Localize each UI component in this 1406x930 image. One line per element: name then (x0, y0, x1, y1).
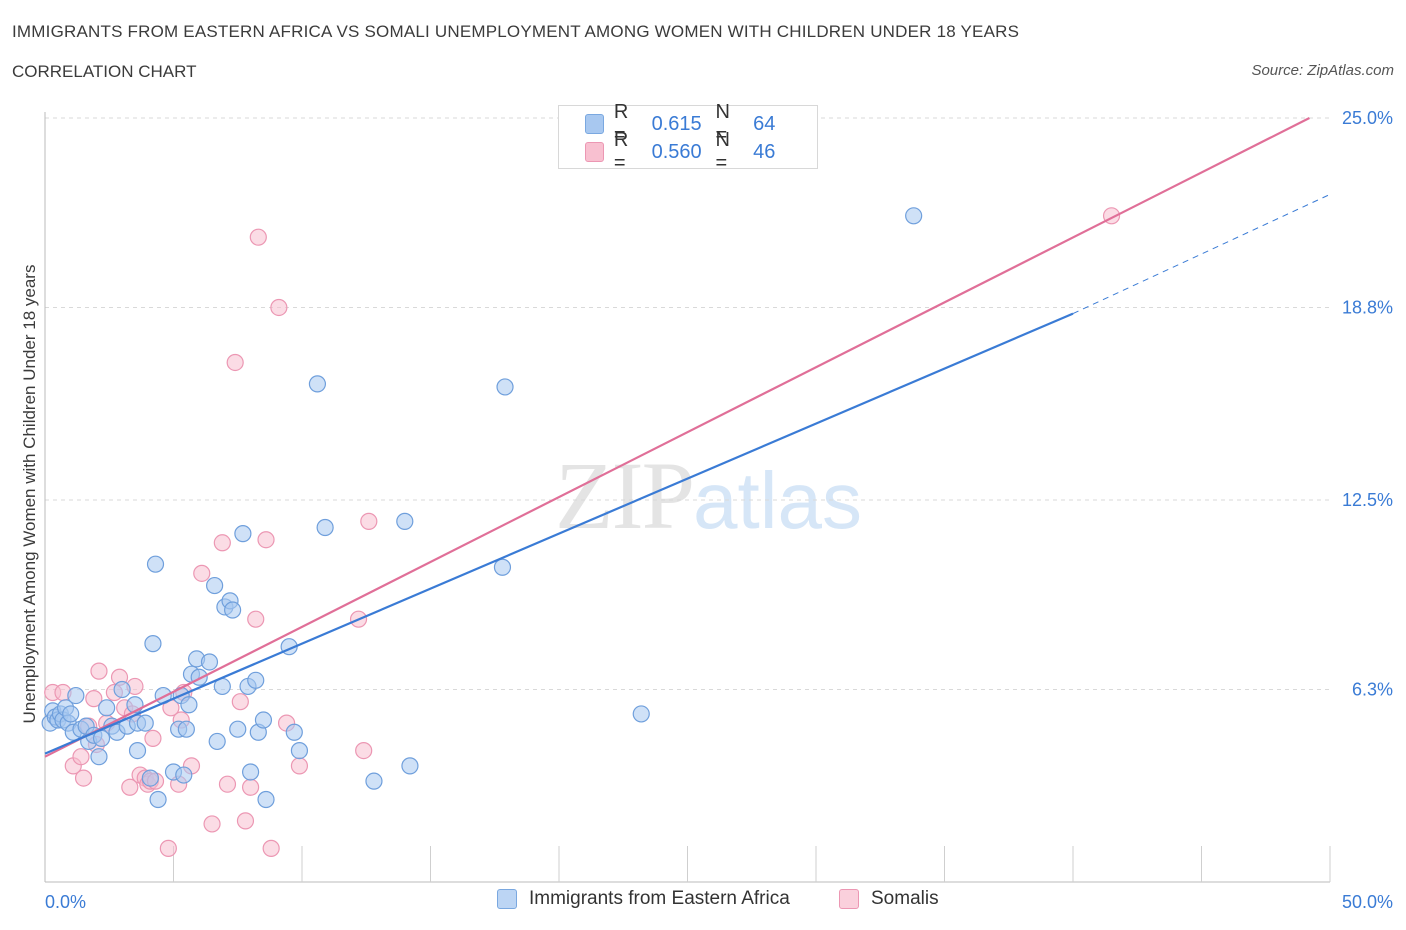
eastern-africa-point (208, 732, 226, 751)
eastern-africa-point (365, 772, 383, 790)
legend-n-value: 64 (753, 112, 776, 135)
y-tick-label: 12.5% (1342, 490, 1393, 510)
eastern-africa-points (41, 207, 923, 809)
somalis-point (270, 298, 288, 317)
eastern-africa-point (496, 378, 514, 396)
eastern-africa-point (98, 699, 116, 717)
somalis-point (74, 769, 93, 787)
somalis-point (226, 353, 244, 372)
tick-labels: 6.3% 12.5% 18.8% 25.0% 0.0% 50.0% (45, 108, 1393, 912)
y-tick-label: 25.0% (1342, 108, 1393, 128)
eastern-africa-point (175, 766, 193, 784)
eastern-africa-point (632, 705, 650, 723)
somalis-point (90, 662, 108, 680)
series-legend: Immigrants from Eastern Africa Somalis (0, 888, 1406, 916)
watermark-atlas: atlas (693, 456, 862, 545)
somalis-point (193, 564, 211, 582)
legend-n-label: N = (715, 101, 730, 146)
legend-swatch-pink (585, 142, 604, 162)
eastern-africa-point (242, 763, 260, 781)
eastern-africa-point (905, 207, 923, 225)
chart-title: IMMIGRANTS FROM EASTERN AFRICA VS SOMALI… (12, 22, 1020, 41)
eastern-africa-trend-extension (1072, 193, 1331, 315)
somalis-point (231, 693, 249, 711)
eastern-africa-point (90, 748, 108, 766)
eastern-africa-point (247, 671, 265, 689)
legend-row-eastern-africa: R = 0.615 N = 64 (585, 101, 817, 146)
somalis-point (262, 839, 280, 857)
somalis-point (249, 228, 267, 246)
eastern-africa-point (229, 720, 247, 738)
axes (44, 112, 1331, 883)
y-tick-label: 18.8% (1342, 297, 1393, 317)
legend-swatch-pink (839, 889, 859, 909)
somalis-point (242, 778, 260, 796)
eastern-africa-point (224, 601, 242, 619)
eastern-africa-point (62, 705, 80, 723)
eastern-africa-point (149, 790, 167, 809)
somalis-point (144, 729, 162, 747)
legend-r-label: R = (613, 101, 629, 146)
eastern-africa-point (177, 720, 195, 738)
eastern-africa-point (136, 714, 154, 732)
somalis-point (290, 757, 309, 775)
eastern-africa-trend-line (44, 312, 1074, 755)
eastern-africa-point (308, 375, 327, 393)
somalis-point (121, 778, 139, 796)
legend-row-somalis: R = 0.560 N = 46 (585, 129, 817, 174)
eastern-africa-point (493, 558, 512, 576)
eastern-africa-point (396, 512, 414, 530)
eastern-africa-point (290, 741, 309, 760)
somalis-point (257, 531, 275, 549)
source-credit: Source: ZipAtlas.com (1251, 62, 1394, 79)
legend-r-value: 0.615 (651, 112, 702, 135)
eastern-africa-point (257, 790, 275, 809)
eastern-africa-point (128, 741, 147, 760)
legend-r-label: R = (613, 129, 629, 174)
eastern-africa-point (200, 653, 219, 671)
somalis-point (85, 690, 103, 708)
eastern-africa-point (113, 680, 131, 699)
legend-r-value: 0.560 (651, 140, 702, 163)
eastern-africa-point (254, 711, 273, 729)
y-tick-label: 6.3% (1352, 679, 1393, 699)
legend-item-eastern-africa[interactable]: Immigrants from Eastern Africa (497, 888, 790, 910)
correlation-legend: R = 0.615 N = 64 R = 0.560 N = 46 (558, 101, 818, 174)
legend-label: Immigrants from Eastern Africa (529, 888, 790, 909)
x-tick-label: 50.0% (1342, 892, 1393, 912)
legend-n-label: N = (715, 129, 730, 174)
somalis-point (203, 815, 221, 833)
legend-item-somalis[interactable]: Somalis (839, 888, 939, 910)
somalis-points (44, 207, 1121, 857)
watermark-zip: ZIP (555, 442, 695, 549)
eastern-africa-point (144, 635, 162, 653)
somalis-point (247, 610, 265, 628)
legend-label: Somalis (871, 888, 939, 909)
trend-lines (44, 117, 1331, 758)
eastern-africa-point (180, 696, 198, 714)
legend-n-value: 46 (753, 140, 776, 163)
eastern-africa-point (234, 525, 252, 543)
legend-swatch-blue (497, 889, 517, 909)
eastern-africa-point (401, 757, 419, 775)
eastern-africa-point (141, 769, 159, 787)
eastern-africa-point (316, 518, 334, 537)
legend-swatch-blue (585, 114, 604, 134)
somalis-trend-line (44, 117, 1310, 758)
somalis-point (236, 812, 255, 830)
x-tick-label: 0.0% (45, 892, 86, 912)
somalis-point (72, 748, 90, 766)
somalis-point (218, 775, 237, 793)
somalis-point (213, 534, 231, 552)
eastern-africa-point (67, 686, 85, 705)
watermark: ZIPatlas (555, 440, 862, 551)
eastern-africa-point (285, 723, 303, 741)
somalis-point (355, 741, 373, 760)
somalis-point (360, 512, 378, 530)
chart-subtitle: CORRELATION CHART (12, 62, 197, 81)
eastern-africa-point (146, 555, 165, 573)
eastern-africa-point (206, 576, 224, 595)
somalis-point (159, 839, 177, 857)
